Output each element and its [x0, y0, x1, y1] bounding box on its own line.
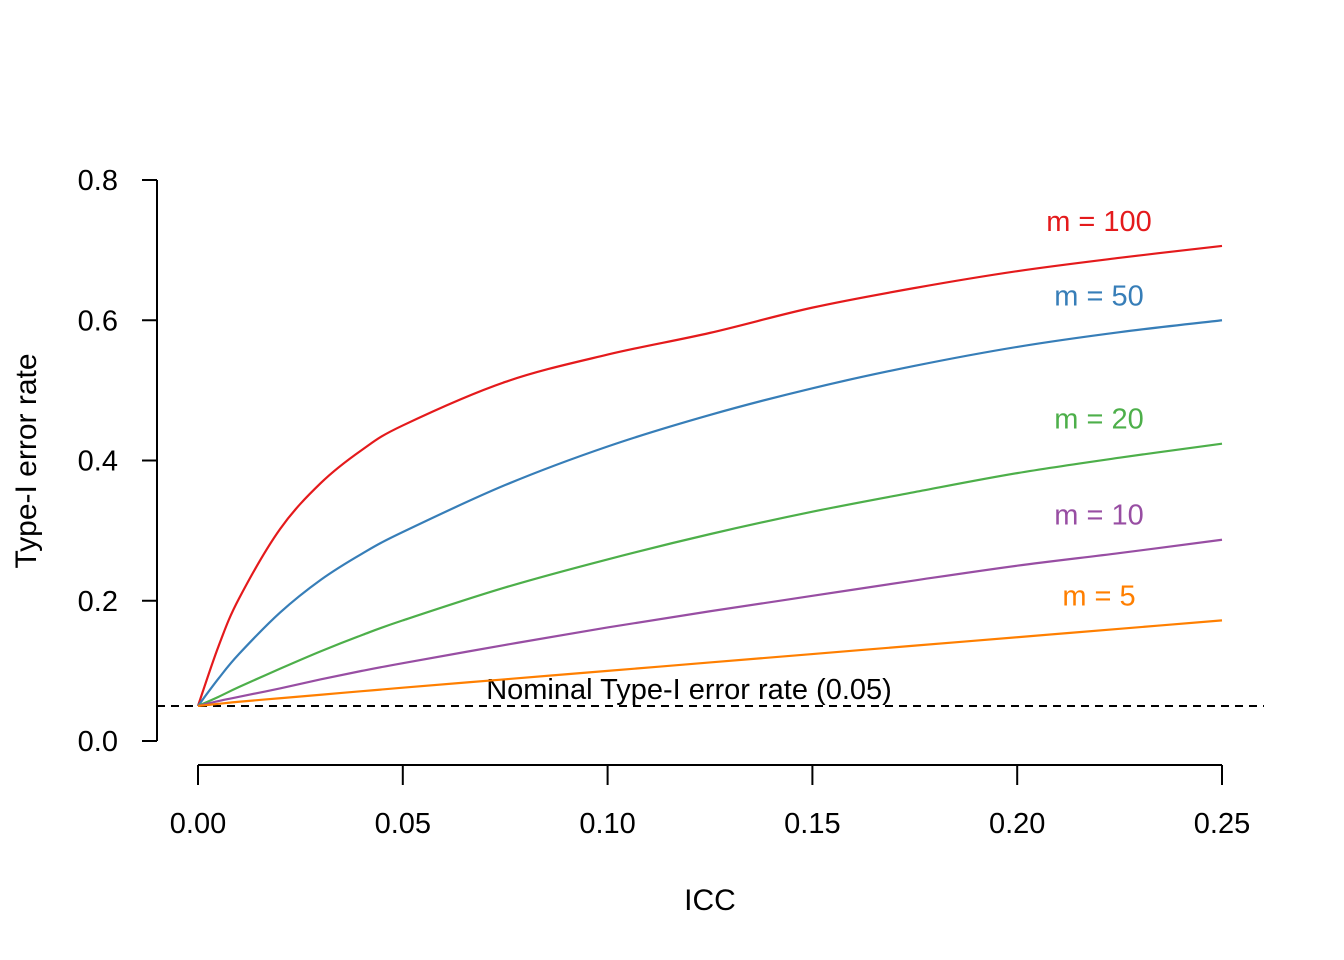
y-tick-label: 0.6 — [78, 305, 118, 337]
y-ticks: 0.0 0.2 0.4 0.6 0.8 — [78, 165, 157, 758]
x-tick-label: 0.20 — [989, 808, 1045, 840]
series-label: m = 50 — [1054, 280, 1143, 312]
series-line — [197, 319, 1223, 707]
series-group: m = 100 m = 50 m = 20 m = 10 m = 5 — [196, 206, 1223, 708]
y-axis: 0.0 0.2 0.4 0.6 0.8 — [78, 165, 158, 758]
x-ticks: 0.00 0.05 0.10 0.15 0.20 0.25 — [170, 765, 1250, 840]
series-label: m = 100 — [1046, 206, 1152, 238]
y-tick-label: 0.0 — [78, 726, 118, 758]
x-tick-label: 0.15 — [784, 808, 840, 840]
reference-line-group: Nominal Type-I error rate (0.05) — [157, 674, 1264, 707]
series-line — [197, 619, 1223, 708]
x-tick-label: 0.00 — [170, 808, 226, 840]
x-tick-label: 0.25 — [1194, 808, 1250, 840]
series-line — [196, 244, 1223, 707]
y-tick-label: 0.2 — [78, 586, 118, 618]
y-axis-title: Type-I error rate — [10, 353, 43, 568]
nominal-error-label: Nominal Type-I error rate (0.05) — [486, 674, 892, 706]
x-axis-title: ICC — [684, 884, 736, 917]
x-tick-label: 0.10 — [579, 808, 635, 840]
series-label: m = 5 — [1062, 580, 1135, 612]
series-line — [197, 442, 1223, 707]
x-axis: 0.00 0.05 0.10 0.15 0.20 0.25 — [170, 764, 1250, 840]
y-tick-label: 0.4 — [78, 446, 118, 478]
series-label: m = 20 — [1054, 404, 1143, 436]
series-line — [197, 538, 1223, 708]
x-tick-label: 0.05 — [375, 808, 431, 840]
series-label: m = 10 — [1054, 500, 1143, 532]
y-tick-label: 0.8 — [78, 165, 118, 197]
